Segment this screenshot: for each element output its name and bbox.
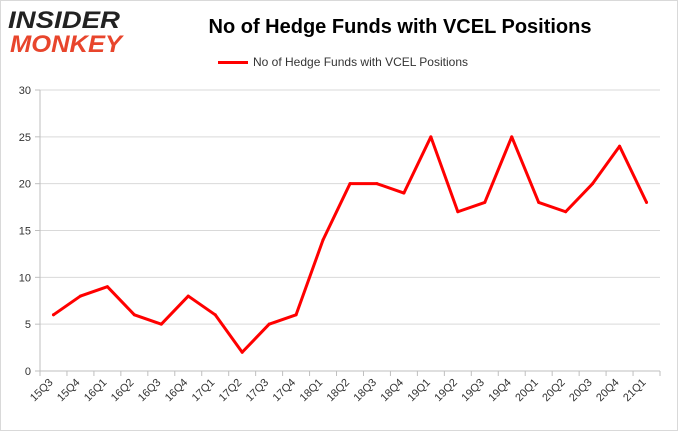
x-tick-label: 16Q2 [109, 377, 137, 405]
x-tick-label: 17Q2 [217, 377, 245, 405]
series-line [51, 135, 649, 354]
y-tick-label: 25 [19, 132, 31, 144]
data-point [78, 294, 82, 298]
x-tick-label: 17Q1 [190, 377, 218, 405]
data-point [348, 182, 352, 186]
data-point [105, 285, 109, 289]
y-axis-ticks: 0 5 10 15 20 25 30 [19, 85, 40, 378]
grid-lines [39, 89, 660, 372]
data-point [618, 144, 622, 148]
x-tick-label: 17Q3 [244, 377, 272, 405]
data-point [294, 313, 298, 317]
data-point [456, 210, 460, 214]
data-point [402, 191, 406, 195]
chart-title: No of Hedge Funds with VCEL Positions [208, 16, 592, 38]
x-tick-label: 19Q1 [405, 377, 433, 405]
x-tick-label: 20Q4 [594, 377, 622, 405]
chart-legend: No of Hedge Funds with VCEL Positions [218, 55, 468, 69]
data-point [537, 200, 541, 204]
series-layer [51, 135, 649, 354]
x-tick-label: 15Q3 [28, 377, 56, 405]
legend-label: No of Hedge Funds with VCEL Positions [253, 55, 468, 69]
y-tick-label: 5 [25, 319, 31, 331]
data-point [375, 182, 379, 186]
x-tick-label: 21Q1 [621, 377, 649, 405]
y-tick-label: 10 [19, 272, 31, 284]
x-tick-label: 18Q1 [298, 377, 326, 405]
x-tick-label: 20Q3 [567, 377, 595, 405]
insider-monkey-logo: INSIDER MONKEY [8, 7, 124, 58]
x-tick-label: 19Q2 [432, 377, 460, 405]
data-point [213, 313, 217, 317]
data-point [564, 210, 568, 214]
data-point [132, 313, 136, 317]
x-tick-label: 16Q1 [82, 377, 110, 405]
data-point [321, 238, 325, 242]
x-tick-label: 20Q2 [540, 377, 568, 405]
data-point [267, 322, 271, 326]
data-point [159, 322, 163, 326]
y-tick-label: 0 [25, 366, 31, 378]
data-point [510, 135, 514, 139]
data-point [51, 313, 55, 317]
x-tick-label: 15Q4 [55, 377, 83, 405]
data-point [429, 135, 433, 139]
x-tick-label: 18Q4 [379, 377, 407, 405]
data-point [645, 200, 649, 204]
logo-line-1: INSIDER [8, 7, 121, 34]
x-tick-label: 19Q4 [486, 377, 514, 405]
x-tick-label: 18Q3 [352, 377, 380, 405]
legend-swatch [218, 60, 248, 64]
x-tick-label: 19Q3 [459, 377, 487, 405]
data-point [591, 182, 595, 186]
data-point [483, 200, 487, 204]
y-tick-label: 20 [19, 179, 31, 191]
x-tick-label: 18Q2 [325, 377, 353, 405]
logo-line-2: MONKEY [10, 31, 124, 58]
x-axis-ticks: 15Q3 15Q4 16Q1 16Q2 16Q3 16Q4 17Q1 17Q2 17Q3 17Q4… [28, 371, 661, 405]
y-tick-label: 15 [19, 226, 31, 238]
data-point [240, 350, 244, 354]
x-tick-label: 16Q4 [163, 377, 191, 405]
x-tick-label: 16Q3 [136, 377, 164, 405]
x-tick-label: 17Q4 [271, 377, 299, 405]
x-tick-label: 20Q1 [513, 377, 541, 405]
y-tick-label: 30 [19, 85, 31, 97]
data-point [186, 294, 190, 298]
